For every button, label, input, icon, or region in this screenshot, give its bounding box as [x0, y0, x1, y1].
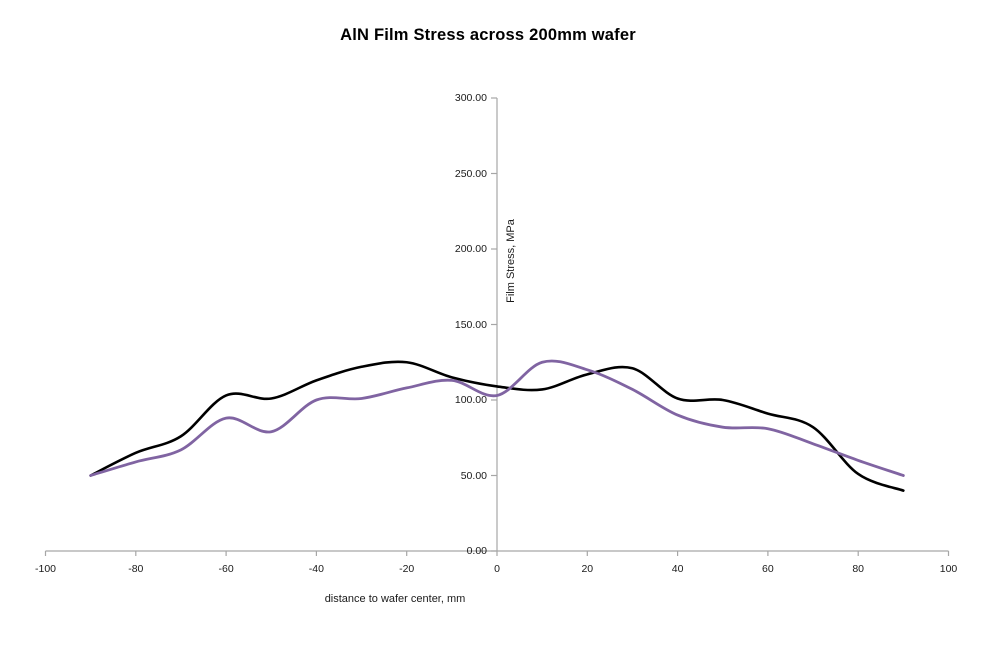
- x-tick-label: 100: [939, 563, 958, 575]
- y-tick-label: 200.00: [454, 243, 487, 255]
- x-axis-title: distance to wafer center, mm: [324, 593, 466, 605]
- y-tick-label: 50.00: [460, 469, 487, 482]
- x-tick-label: 0: [494, 563, 500, 575]
- wafer-scan-black-line: [89, 360, 905, 492]
- y-tick-label: 0.00: [466, 545, 487, 557]
- y-tick-label: 250.00: [454, 167, 487, 180]
- x-tick-label: -40: [308, 563, 324, 575]
- x-tick-label: 20: [581, 563, 594, 575]
- x-tick-label: 40: [671, 563, 684, 575]
- y-tick-label: 150.00: [454, 318, 487, 331]
- x-tick-label: -20: [399, 563, 415, 575]
- wafer-scan-purple-line: [89, 359, 905, 477]
- y-tick-label: 300.00: [454, 92, 487, 104]
- x-tick-label: -100: [34, 563, 56, 575]
- chart-title: AlN Film Stress across 200mm wafer: [340, 26, 636, 44]
- x-tick-label: -80: [128, 563, 144, 575]
- x-tick-label: 80: [852, 563, 865, 575]
- x-tick-label: -60: [218, 563, 234, 575]
- x-tick-label: 60: [762, 563, 774, 575]
- y-tick-label: 100.00: [454, 394, 487, 406]
- y-axis-title: Film Stress, MPa: [505, 219, 517, 303]
